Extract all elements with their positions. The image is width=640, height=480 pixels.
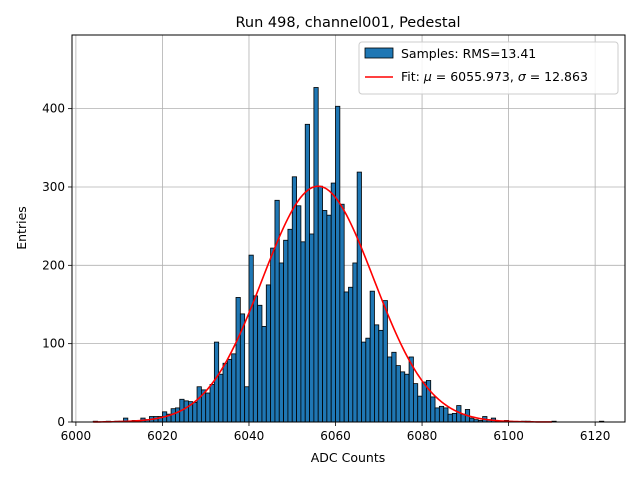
y-axis-ticks: 0 100 200 300 400 [42,102,72,429]
histogram-bar [265,284,272,423]
histogram-bar [205,392,211,423]
legend-fit-label: Fit: μ = 6055.973, σ = 12.863 [401,69,588,84]
y-tick-label: 300 [42,180,65,194]
y-tick-label: 400 [42,102,65,116]
histogram-bar [374,324,380,423]
histogram-bar [434,407,440,423]
histogram-bar [339,203,345,423]
histogram-bar [451,412,458,423]
histogram-bar [469,417,475,423]
histogram-bar [417,395,423,423]
histogram-bar [222,362,228,423]
histogram-bar [192,402,198,423]
histogram-bar [361,341,367,423]
histogram-bar [335,105,341,423]
histogram-bar [438,405,445,423]
histogram-bar [395,365,401,423]
histogram-bar [317,185,323,423]
y-tick-label: 0 [57,415,65,429]
x-axis-ticks: 6000 6020 6040 6060 6080 6100 6120 [61,422,611,443]
fit-layer [93,185,552,423]
histogram-bar [270,247,276,423]
chart-title: Run 498, channel001, Pedestal [235,15,460,31]
histogram-bar [443,407,449,423]
legend-samples-swatch [364,47,394,59]
histogram-bar [352,262,358,423]
histogram-bar [248,254,254,423]
histogram-bar [400,371,406,423]
histogram-bar [378,329,384,423]
histogram-bar [304,123,310,423]
histogram-bar [261,326,267,423]
histogram-bar [296,205,302,423]
histogram-bar [391,351,397,423]
x-tick-label: 6040 [234,429,265,443]
histogram-bar [287,228,293,423]
histogram-bar [404,373,410,423]
legend-sigma-value: = 12.863 [526,69,588,84]
x-tick-label: 6020 [147,429,178,443]
x-tick-label: 6060 [320,429,351,443]
histogram-bar [226,358,233,423]
histogram-bar [343,291,349,423]
histogram-bar [421,381,427,423]
legend-fit-prefix: Fit: [401,69,424,84]
histogram-bar [278,262,284,423]
legend-mu-value: = 6055.973, [432,69,518,84]
histogram-bar [300,241,306,423]
y-tick-label: 200 [42,258,65,272]
histogram-bar [218,373,224,423]
histogram-bar [369,290,375,423]
histogram-bar [387,356,393,423]
histogram-bar [244,386,250,423]
legend: Samples: RMS=13.41 Fit: μ = 6055.973, σ … [358,41,619,95]
plot-frame [71,34,626,423]
histogram-bar [257,304,263,423]
histogram-bar [447,413,453,423]
x-tick-label: 6000 [61,429,92,443]
histogram-bar [291,176,297,423]
histogram-bar [356,171,362,423]
histogram-bar [309,233,315,423]
histogram-bar [326,214,332,423]
histogram-bar [235,297,241,423]
y-tick-label: 100 [42,337,65,351]
legend-mu-symbol: μ [423,69,432,84]
histogram-bar [430,396,436,423]
histogram-bar [413,383,419,423]
histogram-bar [209,383,215,423]
histogram-bar [196,386,202,423]
histogram-bar [213,341,220,423]
histogram-bar [330,182,336,423]
histogram-bar [382,300,388,423]
histogram-bar [322,210,328,423]
gaussian-fit-curve [93,185,552,423]
histogram-bar [175,407,181,423]
histogram-bar [274,199,280,423]
histogram-bar [348,286,354,423]
histogram-bar [365,337,371,423]
x-tick-label: 6100 [493,429,524,443]
histogram-bar [231,353,237,423]
histogram-bar [183,400,189,423]
histogram-bar [252,295,259,423]
x-tick-label: 6080 [407,429,438,443]
y-axis-label: Entries [14,206,29,250]
legend-box [358,41,619,95]
legend-sigma-symbol: σ [518,69,527,84]
histogram-bar [283,239,289,423]
legend-samples-label: Samples: RMS=13.41 [401,46,536,61]
histogram-bar [313,87,319,423]
x-axis-label: ADC Counts [311,450,386,465]
x-tick-label: 6120 [580,429,611,443]
